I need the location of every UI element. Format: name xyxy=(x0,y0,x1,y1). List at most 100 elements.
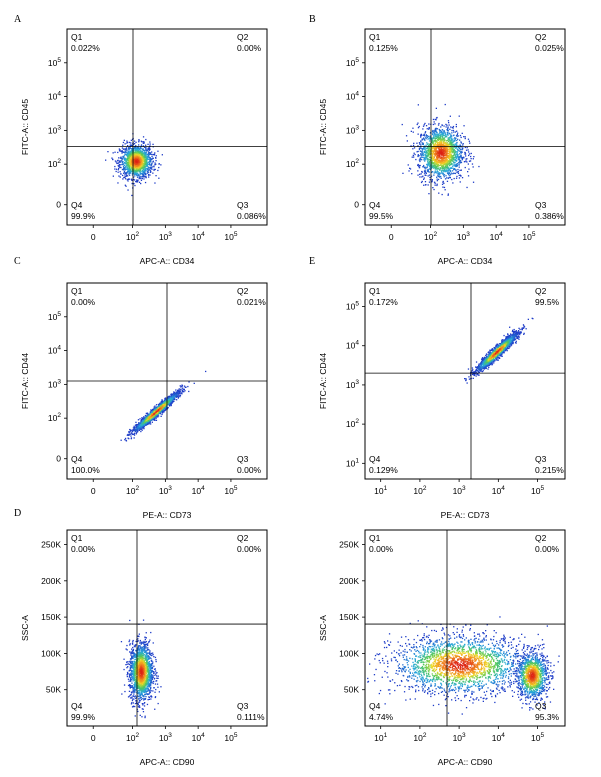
data-point xyxy=(452,127,454,129)
data-point xyxy=(431,153,434,155)
data-point xyxy=(437,167,439,169)
data-point xyxy=(423,159,425,161)
data-point xyxy=(183,388,185,390)
data-point xyxy=(423,124,425,126)
data-point xyxy=(440,168,442,170)
data-point xyxy=(450,144,452,146)
data-point xyxy=(444,145,446,147)
data-point xyxy=(441,148,443,151)
data-point xyxy=(129,151,131,153)
data-point xyxy=(160,411,162,413)
data-point xyxy=(126,172,128,174)
data-point xyxy=(129,160,131,162)
data-point xyxy=(133,166,135,168)
data-point xyxy=(435,148,437,150)
data-point xyxy=(135,429,138,431)
data-point xyxy=(117,162,119,164)
quadrant-value-q4: 99.5% xyxy=(369,211,394,221)
quadrant-label-q2: Q2 xyxy=(237,32,249,42)
data-point xyxy=(147,166,149,168)
data-point xyxy=(426,128,428,130)
data-point xyxy=(466,158,468,160)
x-tick-label: 102 xyxy=(126,231,139,242)
data-point xyxy=(152,414,154,416)
data-point xyxy=(132,160,135,163)
data-point xyxy=(441,129,444,131)
data-point xyxy=(173,392,175,395)
data-point xyxy=(126,154,129,157)
data-point xyxy=(438,156,441,158)
data-point xyxy=(445,154,447,156)
data-point xyxy=(435,130,437,132)
data-point xyxy=(423,147,425,149)
data-point xyxy=(422,154,424,156)
data-point xyxy=(436,146,438,149)
data-point xyxy=(134,160,136,162)
data-point xyxy=(162,402,164,404)
data-point xyxy=(420,173,422,175)
data-point xyxy=(450,143,452,145)
data-point xyxy=(442,153,444,155)
data-point xyxy=(141,141,143,143)
data-point xyxy=(433,172,435,174)
data-point xyxy=(432,118,435,121)
data-point xyxy=(151,155,153,158)
data-point xyxy=(425,154,428,156)
data-point xyxy=(155,409,157,411)
data-point xyxy=(431,139,433,141)
data-point xyxy=(147,168,149,170)
data-point xyxy=(454,172,457,175)
data-point xyxy=(136,174,138,176)
data-point xyxy=(414,153,416,156)
data-point xyxy=(442,132,444,135)
data-point xyxy=(137,181,139,183)
data-point xyxy=(450,126,452,128)
data-point xyxy=(435,153,437,156)
data-point xyxy=(114,168,116,170)
data-point xyxy=(428,151,430,153)
data-point xyxy=(436,184,438,187)
data-point xyxy=(443,142,445,144)
data-point xyxy=(422,125,425,127)
data-point xyxy=(133,156,135,158)
data-point xyxy=(448,148,450,150)
data-point xyxy=(439,144,441,147)
data-point xyxy=(440,158,442,160)
data-point xyxy=(433,166,436,168)
data-point xyxy=(175,393,177,395)
data-point xyxy=(112,158,114,161)
data-point xyxy=(454,157,456,159)
data-point xyxy=(126,152,129,154)
data-point xyxy=(129,153,131,156)
data-point xyxy=(179,394,182,397)
data-point xyxy=(127,175,129,177)
data-point xyxy=(473,156,475,158)
data-point xyxy=(143,142,145,144)
data-point xyxy=(426,136,428,138)
data-point xyxy=(434,155,436,157)
data-point xyxy=(161,154,163,156)
data-point xyxy=(131,156,134,158)
data-point xyxy=(164,401,166,403)
data-point xyxy=(163,411,165,413)
data-point xyxy=(419,164,421,167)
data-point xyxy=(452,173,454,175)
data-point xyxy=(151,168,153,170)
data-point xyxy=(158,177,160,179)
data-point xyxy=(142,155,144,158)
data-point xyxy=(136,153,138,155)
data-point xyxy=(137,151,140,153)
data-point xyxy=(130,159,132,161)
x-tick-label: 105 xyxy=(224,485,237,496)
data-point xyxy=(124,439,126,441)
data-point xyxy=(427,175,429,177)
data-point xyxy=(455,170,457,172)
data-point xyxy=(126,141,129,144)
data-point xyxy=(126,167,128,169)
data-point xyxy=(128,173,130,175)
data-point xyxy=(170,404,172,406)
data-point xyxy=(127,162,129,164)
y-axis-label: FITC-A:: CD44 xyxy=(20,353,30,409)
data-point xyxy=(173,398,175,401)
data-point xyxy=(121,163,123,166)
